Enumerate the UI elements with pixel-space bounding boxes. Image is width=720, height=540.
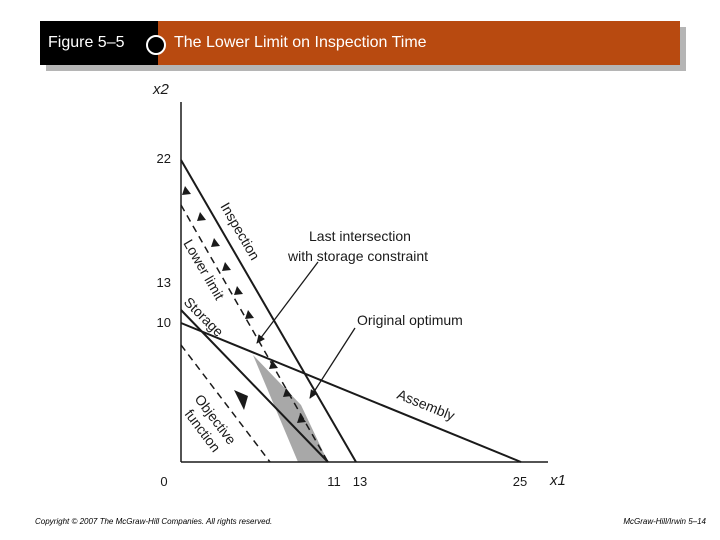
y-tick-22: 22: [157, 151, 171, 166]
slide-header: Figure 5–5 The Lower Limit on Inspection…: [40, 21, 680, 65]
last-intersection-label-line1: Last intersection: [309, 228, 411, 244]
assembly-label: Assembly: [395, 386, 457, 424]
original-optimum-arrow: [309, 327, 356, 399]
y-tick-10: 10: [157, 315, 171, 330]
inspection-label: Inspection: [217, 200, 263, 263]
original-optimum-label: Original optimum: [357, 312, 463, 328]
last-intersection-arrow: [256, 261, 319, 344]
objective-direction-arrow: [234, 390, 248, 410]
page-number: McGraw-Hill/Irwin 5–14: [623, 517, 706, 526]
figure-label: Figure 5–5: [40, 21, 158, 65]
lower-limit-label: Lower limit: [180, 237, 227, 303]
direction-marker: [297, 414, 306, 423]
assembly-line: [180, 322, 522, 463]
direction-markers: [182, 186, 306, 423]
x-tick-0: 0: [160, 474, 167, 489]
x-axis-label: x1: [549, 472, 566, 489]
slide-title: The Lower Limit on Inspection Time: [158, 21, 680, 65]
inspection-line: [180, 159, 357, 463]
last-intersection-label-line2: with storage constraint: [287, 248, 428, 264]
direction-marker: [222, 262, 231, 271]
direction-marker: [245, 310, 254, 319]
header-bullet-icon: [146, 35, 166, 55]
feasible-region: [253, 355, 328, 462]
direction-marker: [283, 388, 292, 397]
direction-marker: [234, 286, 243, 295]
copyright-notice: Copyright © 2007 The McGraw-Hill Compani…: [35, 517, 273, 526]
storage-line: [180, 309, 329, 463]
y-tick-13: 13: [157, 275, 171, 290]
direction-marker: [182, 186, 191, 195]
x-tick-13: 13: [353, 474, 367, 489]
direction-marker: [197, 212, 206, 221]
objective-function-line: [180, 344, 271, 463]
x-tick-25: 25: [513, 474, 527, 489]
x-tick-11: 11: [327, 474, 341, 489]
direction-marker: [269, 360, 278, 369]
y-axis-label: x2: [152, 81, 170, 98]
direction-marker: [211, 238, 220, 247]
